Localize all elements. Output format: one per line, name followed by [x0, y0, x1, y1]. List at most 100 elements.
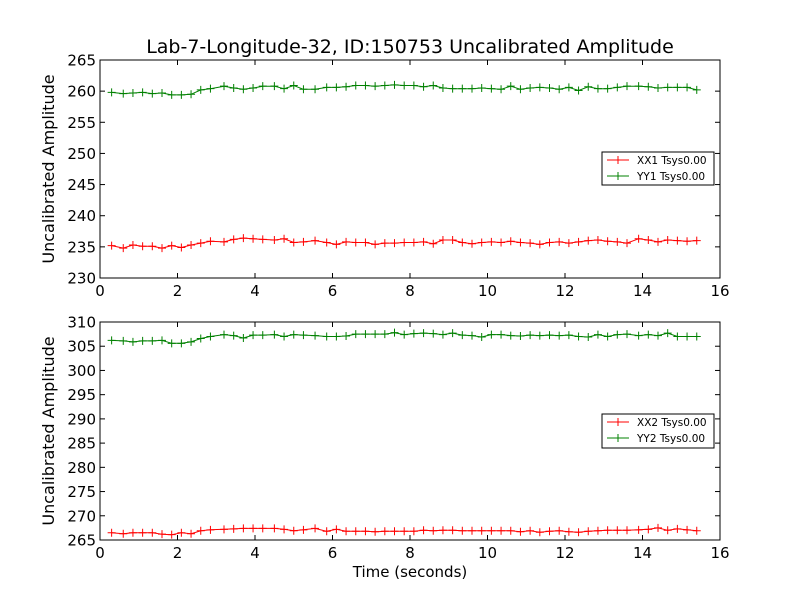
- top-series-yy-point: [448, 84, 457, 93]
- bottom-series-xx-point: [400, 527, 409, 536]
- top-series-xx-point: [584, 236, 593, 245]
- top-series-yy-point: [280, 84, 289, 93]
- bottom-series-xx-point: [574, 528, 583, 537]
- bottom-series-xx-point: [516, 527, 525, 536]
- bottom-series-xx-point: [593, 526, 602, 535]
- top-series-yy-point: [545, 84, 554, 93]
- bottom-series-xx-point: [438, 526, 447, 535]
- bottom-series-yy-point: [280, 332, 289, 341]
- bottom-series-yy-point: [438, 330, 447, 339]
- bottom-series-yy-point: [128, 337, 137, 346]
- top-series-xx-point: [107, 241, 116, 250]
- top-series-yy-point: [158, 89, 166, 98]
- bottom-series-yy-point: [289, 330, 298, 339]
- top-series-xx-point: [289, 238, 298, 247]
- bottom-series-yy-point: [249, 331, 258, 340]
- top-series-xx-point: [409, 238, 418, 247]
- top-series-yy-point: [409, 81, 418, 90]
- bottom-series-xx-point: [158, 530, 166, 539]
- bottom-legend-xx-marker: [614, 418, 622, 426]
- top-series-yy-point: [603, 84, 612, 93]
- bottom-series-yy-point: [555, 331, 564, 340]
- bottom-series-yy-point: [371, 330, 380, 339]
- bottom-series-xx-point: [584, 527, 593, 536]
- bottom-series-yy-point: [380, 330, 389, 339]
- top-series-xx-point: [229, 235, 238, 244]
- top-series-xx-point: [448, 236, 457, 245]
- top-series-xx-point: [506, 237, 515, 246]
- bottom-series-xx-point: [613, 526, 622, 535]
- top-series-yy-point: [311, 85, 320, 94]
- top-series-xx-point: [623, 239, 631, 248]
- bottom-series-xx-point: [644, 525, 653, 534]
- top-series-yy-point: [623, 82, 631, 91]
- bottom-series-xx-point: [270, 524, 279, 533]
- top-series-xx-point: [206, 237, 215, 246]
- bottom-series-yy-point: [419, 329, 428, 338]
- bottom-series-xx-point: [673, 524, 682, 533]
- bottom-legend-yy-label: YY2 Tsys0.00: [636, 433, 705, 445]
- top-series-yy-point: [613, 83, 622, 92]
- bottom-series-xx-point: [229, 524, 238, 533]
- bottom-x-tick-label: 0: [95, 544, 105, 562]
- top-series-xx-point: [564, 239, 573, 248]
- bottom-series-yy-point: [299, 331, 308, 340]
- bottom-series-xx-point: [654, 523, 662, 532]
- bottom-series-yy-point: [623, 330, 631, 339]
- top-series-yy-point: [644, 82, 653, 91]
- bottom-y-tick-label: 280: [67, 459, 96, 477]
- bottom-series-xx-point: [458, 526, 467, 535]
- top-x-tick-label: 8: [405, 282, 415, 300]
- top-series-yy-point: [322, 83, 331, 92]
- top-series-yy-point: [332, 83, 341, 92]
- top-series-yy-point: [584, 82, 593, 91]
- bottom-series-xx-point: [692, 526, 701, 535]
- top-series-yy-point: [342, 82, 351, 91]
- bottom-series-xx-point: [299, 525, 308, 534]
- bottom-series-yy-point: [429, 329, 438, 338]
- bottom-series-xx-point: [107, 528, 116, 537]
- bottom-series-yy-point: [535, 331, 544, 340]
- top-series-yy-point: [634, 82, 643, 91]
- bottom-series-yy-point: [458, 331, 467, 340]
- bottom-y-tick-label: 285: [67, 435, 96, 453]
- top-series-xx-point: [438, 236, 447, 245]
- top-series-xx-point: [673, 236, 682, 245]
- top-series-yy-point: [400, 81, 409, 90]
- top-legend-xx-marker: [614, 156, 622, 164]
- bottom-series-xx-point: [380, 527, 389, 536]
- bottom-x-tick-label: 14: [633, 544, 652, 562]
- top-legend-xx-label: XX1 Tsys0.00: [637, 155, 707, 167]
- top-series-xx-point: [644, 236, 653, 245]
- bottom-series-xx-point: [342, 527, 351, 536]
- bottom-series-xx-point: [239, 524, 248, 533]
- top-series-xx-point: [148, 242, 157, 251]
- top-series-xx-point: [138, 242, 147, 251]
- bottom-series-yy-point: [119, 336, 128, 345]
- bottom-x-tick-label: 16: [710, 544, 729, 562]
- top-series-xx-point: [167, 241, 176, 250]
- top-series-yy-point: [239, 85, 248, 94]
- top-series-yy-point: [148, 89, 157, 98]
- top-series-xx-point: [196, 239, 205, 248]
- top-series-yy-point: [555, 85, 564, 94]
- top-series-yy-point: [119, 89, 128, 98]
- bottom-series-yy-point: [516, 332, 525, 341]
- top-series-xx-point: [468, 239, 476, 248]
- top-series-xx-point: [258, 235, 267, 244]
- bottom-series-xx-point: [603, 526, 612, 535]
- top-series-xx-point: [663, 236, 672, 245]
- bottom-x-tick-label: 2: [173, 544, 183, 562]
- top-y-tick-label: 265: [67, 52, 96, 70]
- bottom-series-yy-point: [673, 332, 682, 341]
- top-subplot: Uncalibrated Amplitude 0 2 4 6 8 10 12 14 16 230 2…: [39, 52, 730, 301]
- top-y-tick-label: 245: [67, 176, 96, 194]
- top-series-xx-point: [574, 237, 583, 246]
- top-series-yy-point: [249, 84, 258, 93]
- bottom-series-xx-point: [448, 526, 457, 535]
- top-series-yy-point: [535, 83, 544, 92]
- bottom-series-xx-point: [177, 528, 186, 537]
- top-series-xx-point: [692, 236, 701, 245]
- bottom-series-yy-point: [663, 329, 672, 338]
